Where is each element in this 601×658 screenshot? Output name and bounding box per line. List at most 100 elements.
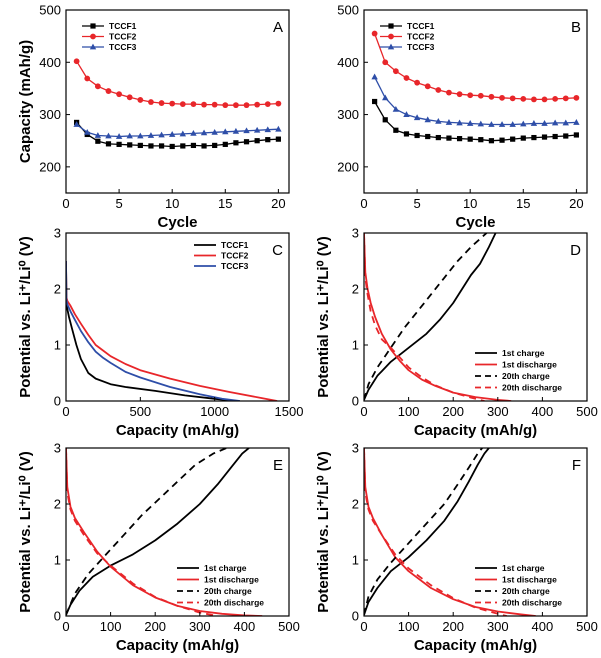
- y-axis-label: Potential vs. Li⁺/Li⁰ (V): [315, 451, 332, 612]
- series-1st-discharge: [364, 448, 536, 616]
- y-tick-label: 200: [337, 159, 359, 174]
- data-point: [541, 134, 548, 140]
- data-point: [520, 135, 526, 141]
- y-tick-label: 2: [352, 497, 359, 512]
- series-tccf2: [371, 30, 580, 103]
- x-axis-label: Capacity (mAh/g): [116, 422, 239, 439]
- series-line: [364, 448, 483, 616]
- x-tick-label: 20: [569, 196, 583, 211]
- legend-label: TCCF2: [221, 251, 249, 261]
- data-point: [253, 126, 261, 133]
- data-point: [275, 125, 282, 132]
- data-point: [264, 126, 271, 133]
- data-point: [116, 141, 122, 147]
- data-point: [477, 92, 484, 99]
- y-tick-label: 500: [39, 3, 61, 18]
- data-point: [233, 140, 239, 146]
- series-line: [66, 448, 250, 616]
- data-point: [414, 132, 420, 139]
- data-point: [179, 101, 186, 108]
- series-1st-charge: [364, 448, 490, 616]
- data-point: [275, 136, 281, 142]
- data-point: [446, 135, 452, 141]
- x-axis-label: Capacity (mAh/g): [116, 637, 239, 654]
- series-tccf3: [66, 260, 241, 401]
- data-point: [180, 143, 186, 149]
- series-20th-charge: [364, 448, 483, 616]
- data-point: [147, 132, 155, 138]
- series-tccf3: [73, 121, 282, 139]
- data-point: [169, 143, 175, 150]
- y-tick-label: 3: [352, 226, 359, 241]
- data-point: [488, 93, 495, 100]
- data-point: [222, 141, 228, 147]
- panel-b: 0 5 10 15 20 200 300 400 500 B Cycle TCCF1TCCF2TCCF…: [337, 3, 588, 231]
- data-point: [105, 88, 112, 94]
- data-point: [509, 95, 516, 102]
- data-point: [73, 121, 80, 127]
- data-point: [84, 75, 91, 82]
- x-tick-label: 10: [165, 196, 179, 211]
- series-line: [364, 233, 497, 401]
- data-point: [562, 95, 569, 102]
- data-point: [190, 129, 197, 136]
- legend-label: 20th charge: [502, 371, 550, 381]
- x-tick-label: 20: [271, 196, 285, 211]
- y-tick-label: 3: [54, 441, 61, 456]
- data-point: [478, 137, 484, 143]
- series-20th-charge: [66, 448, 227, 616]
- data-point: [530, 120, 538, 126]
- data-point: [424, 83, 431, 90]
- data-point: [573, 132, 579, 138]
- legend-marker: [388, 33, 394, 40]
- legend-marker: [89, 43, 97, 50]
- data-point: [467, 136, 473, 142]
- x-tick-label: 200: [442, 404, 464, 419]
- data-point: [477, 120, 485, 127]
- x-axis-label: Capacity (mAh/g): [414, 422, 537, 439]
- data-point: [382, 94, 389, 101]
- x-tick-label: 15: [218, 196, 232, 211]
- x-tick-label: 200: [442, 619, 464, 634]
- data-point: [403, 111, 410, 117]
- data-point: [127, 142, 133, 148]
- plot-frame: [65, 9, 290, 194]
- x-tick-label: 300: [189, 619, 211, 634]
- data-point: [222, 128, 229, 135]
- series-line: [364, 233, 512, 401]
- x-tick-label: 500: [576, 404, 598, 419]
- data-point: [105, 132, 112, 139]
- series-line: [364, 448, 507, 616]
- y-tick-label: 200: [39, 159, 61, 174]
- panel-e: 0 100 200 300 400 500 0 1 2 3 E Capacity (mAh/g) Pot…: [17, 441, 300, 655]
- plot-frame: [65, 447, 290, 617]
- data-point: [499, 137, 505, 143]
- legend-label: 1st charge: [502, 348, 545, 358]
- data-point: [212, 142, 218, 149]
- data-point: [243, 102, 250, 109]
- data-point: [179, 130, 187, 137]
- panel-f: 0 100 200 300 400 500 0 1 2 3 F Capacity (mAh/g) Pot…: [315, 441, 598, 655]
- data-point: [275, 100, 282, 107]
- data-point: [467, 92, 474, 99]
- x-tick-label: 5: [115, 196, 122, 211]
- data-point: [201, 143, 207, 149]
- data-point: [84, 128, 91, 135]
- legend-label: 20th charge: [502, 586, 550, 596]
- data-point: [509, 121, 516, 127]
- x-axis-label: Capacity (mAh/g): [414, 637, 537, 654]
- series-1st-charge: [364, 233, 497, 401]
- legend-label: 1st discharge: [502, 360, 557, 370]
- panel-letter: E: [273, 457, 283, 474]
- data-point: [190, 101, 197, 108]
- data-point: [158, 131, 165, 138]
- data-point: [94, 132, 102, 138]
- legend-label: TCCF1: [109, 21, 137, 31]
- data-point: [94, 83, 101, 90]
- data-point: [158, 143, 165, 149]
- x-tick-label: 400: [234, 619, 256, 634]
